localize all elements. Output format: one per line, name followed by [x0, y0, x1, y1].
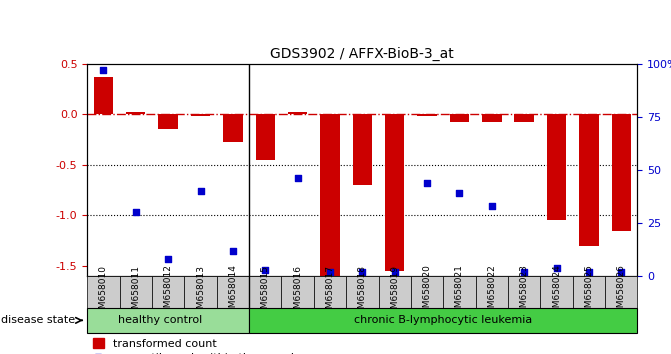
Bar	[605, 276, 637, 308]
Text: GSM658024: GSM658024	[552, 265, 561, 319]
Bar	[281, 276, 314, 308]
Bar	[611, 114, 631, 230]
Point	[389, 269, 400, 275]
Point	[421, 180, 432, 185]
Text: GSM658022: GSM658022	[487, 265, 497, 319]
Bar	[444, 276, 476, 308]
Bar	[249, 276, 281, 308]
Text: GSM658020: GSM658020	[423, 264, 431, 320]
Text: disease state: disease state	[1, 315, 74, 325]
Text: GSM658012: GSM658012	[164, 264, 172, 320]
Bar	[87, 276, 119, 308]
Bar	[378, 276, 411, 308]
Bar	[249, 308, 637, 333]
Point	[260, 267, 270, 273]
Bar	[191, 114, 210, 116]
Point	[616, 269, 627, 275]
Bar	[288, 112, 307, 114]
Bar	[385, 114, 405, 271]
Title: GDS3902 / AFFX-BioB-3_at: GDS3902 / AFFX-BioB-3_at	[270, 47, 454, 61]
Bar	[540, 276, 573, 308]
Bar	[482, 114, 501, 122]
Text: healthy control: healthy control	[118, 315, 202, 325]
Bar	[320, 114, 340, 276]
Text: GSM658018: GSM658018	[358, 264, 367, 320]
Point	[454, 190, 465, 196]
Text: GSM658026: GSM658026	[617, 264, 626, 320]
Text: GSM658016: GSM658016	[293, 264, 302, 320]
Point	[195, 188, 206, 194]
Bar	[573, 276, 605, 308]
Text: GSM658011: GSM658011	[132, 264, 140, 320]
Bar	[417, 114, 437, 116]
Bar	[223, 114, 243, 142]
Bar	[515, 114, 534, 122]
Bar	[217, 276, 249, 308]
Bar	[508, 276, 540, 308]
Point	[98, 67, 109, 73]
Bar	[411, 276, 444, 308]
Bar	[126, 112, 146, 114]
Bar	[353, 114, 372, 185]
Bar	[185, 276, 217, 308]
Text: GSM658021: GSM658021	[455, 264, 464, 320]
Text: chronic B-lymphocytic leukemia: chronic B-lymphocytic leukemia	[354, 315, 532, 325]
Text: GSM658010: GSM658010	[99, 264, 108, 320]
Point	[325, 269, 336, 275]
Bar	[256, 114, 275, 160]
Bar	[314, 276, 346, 308]
Point	[227, 248, 238, 253]
Legend: transformed count, percentile rank within the sample: transformed count, percentile rank withi…	[93, 338, 301, 354]
Point	[486, 203, 497, 209]
Text: GSM658019: GSM658019	[391, 264, 399, 320]
Point	[130, 210, 141, 215]
Bar	[119, 276, 152, 308]
Bar	[547, 114, 566, 221]
Text: GSM658017: GSM658017	[325, 264, 334, 320]
Bar	[579, 114, 599, 246]
Point	[163, 256, 174, 262]
Text: GSM658025: GSM658025	[584, 264, 593, 320]
Bar	[346, 276, 378, 308]
Bar	[94, 77, 113, 114]
Point	[551, 265, 562, 270]
Point	[519, 269, 529, 275]
Bar	[476, 276, 508, 308]
Bar	[450, 114, 469, 122]
Bar	[152, 276, 185, 308]
Bar	[158, 114, 178, 130]
Point	[584, 269, 595, 275]
Text: GSM658014: GSM658014	[228, 264, 238, 320]
Bar	[87, 308, 249, 333]
Text: GSM658015: GSM658015	[261, 264, 270, 320]
Point	[293, 176, 303, 181]
Point	[357, 269, 368, 275]
Text: GSM658013: GSM658013	[196, 264, 205, 320]
Text: GSM658023: GSM658023	[519, 264, 529, 320]
